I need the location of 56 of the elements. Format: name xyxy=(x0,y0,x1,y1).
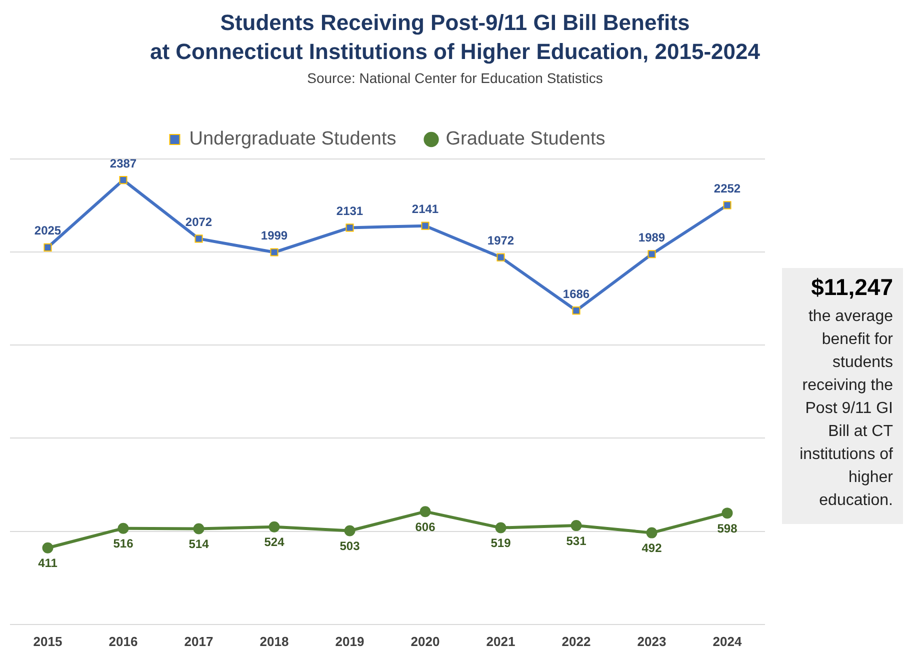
data-label: 492 xyxy=(642,541,662,556)
point xyxy=(646,527,658,538)
data-label: 514 xyxy=(188,537,210,552)
point xyxy=(268,521,280,532)
x-tick-label: 2022 xyxy=(562,634,591,649)
data-label: 2025 xyxy=(34,224,62,238)
x-tick-label: 2021 xyxy=(486,634,516,649)
x-tick-label: 2023 xyxy=(637,634,666,649)
point xyxy=(44,243,52,252)
data-label: 524 xyxy=(264,535,285,550)
data-label: 1686 xyxy=(562,286,590,301)
point xyxy=(193,523,204,534)
point xyxy=(722,508,733,519)
x-tick-label: 2018 xyxy=(260,634,289,649)
point xyxy=(194,234,203,243)
data-label: 503 xyxy=(340,539,360,554)
data-label: 1972 xyxy=(487,234,514,248)
point xyxy=(723,201,732,210)
data-label: 2387 xyxy=(110,156,137,170)
data-label: 519 xyxy=(490,536,512,550)
data-label: 1999 xyxy=(260,228,288,243)
point xyxy=(495,522,506,534)
point xyxy=(420,506,431,518)
point xyxy=(346,224,354,232)
point xyxy=(42,542,54,554)
data-label: 2252 xyxy=(714,181,741,196)
chart-title: Students Receiving Post-9/11 GI Bill Benefits at Connecticut Institutions of Higher Education, 2015-2024 xyxy=(149,9,761,66)
point xyxy=(570,520,582,532)
text: the average benefit for students receiving the Post 9/11 GI Bill at CT institutions of higher education. xyxy=(800,308,893,509)
data-label: 1989 xyxy=(638,230,666,244)
data-label: 516 xyxy=(113,536,134,551)
data-label: 2141 xyxy=(412,202,439,216)
point xyxy=(119,176,128,184)
source-note: Source: National Center for Education Statistics xyxy=(306,70,604,86)
data-label: 411 xyxy=(38,556,58,570)
legend-label: Graduate Students xyxy=(446,128,606,150)
legend-label: Undergraduate Students xyxy=(189,128,396,150)
text: $11,247 xyxy=(810,274,893,301)
point xyxy=(572,306,580,315)
data-label: 2072 xyxy=(185,214,212,229)
x-tick-label: 2016 xyxy=(108,634,138,649)
x-tick-label: 2024 xyxy=(712,634,742,649)
data-label: 598 xyxy=(717,521,738,536)
point xyxy=(648,250,656,258)
x-tick-label: 2019 xyxy=(335,634,364,649)
x-tick-label: 2017 xyxy=(184,634,214,649)
x-tick-label: 2020 xyxy=(410,634,440,649)
point xyxy=(421,222,430,230)
point xyxy=(270,248,278,256)
point xyxy=(118,522,129,534)
data-label: 2131 xyxy=(336,204,364,218)
data-label: 606 xyxy=(415,520,436,534)
point xyxy=(496,253,505,262)
data-label: 531 xyxy=(566,534,587,548)
x-tick-label: 2015 xyxy=(33,634,62,649)
point xyxy=(344,525,356,536)
